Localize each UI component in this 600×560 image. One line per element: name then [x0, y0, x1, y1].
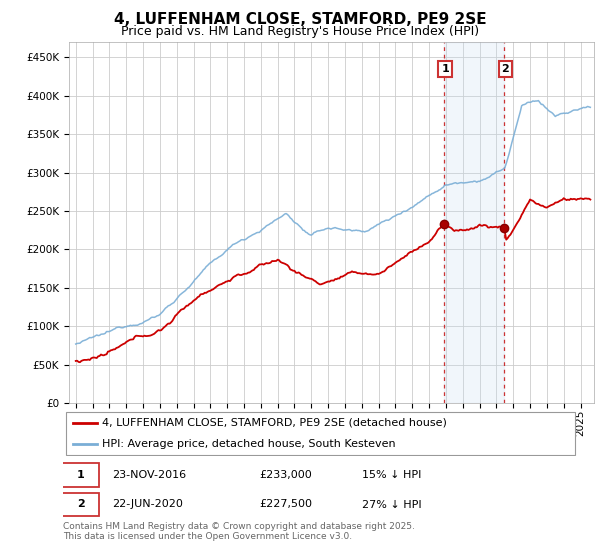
Text: 27% ↓ HPI: 27% ↓ HPI [362, 500, 422, 510]
Text: 23-NOV-2016: 23-NOV-2016 [112, 470, 186, 480]
Text: £233,000: £233,000 [259, 470, 312, 480]
Text: 2: 2 [501, 64, 509, 74]
FancyBboxPatch shape [65, 412, 575, 455]
Text: 4, LUFFENHAM CLOSE, STAMFORD, PE9 2SE: 4, LUFFENHAM CLOSE, STAMFORD, PE9 2SE [113, 12, 487, 27]
Text: HPI: Average price, detached house, South Kesteven: HPI: Average price, detached house, Sout… [101, 439, 395, 449]
Text: Contains HM Land Registry data © Crown copyright and database right 2025.
This d: Contains HM Land Registry data © Crown c… [63, 522, 415, 542]
Bar [444, 42, 505, 403]
Text: £227,500: £227,500 [259, 500, 312, 510]
Text: 2: 2 [77, 500, 85, 510]
FancyBboxPatch shape [62, 463, 99, 487]
Text: Price paid vs. HM Land Registry's House Price Index (HPI): Price paid vs. HM Land Registry's House … [121, 25, 479, 38]
Text: 22-JUN-2020: 22-JUN-2020 [112, 500, 183, 510]
Text: 4, LUFFENHAM CLOSE, STAMFORD, PE9 2SE (detached house): 4, LUFFENHAM CLOSE, STAMFORD, PE9 2SE (d… [101, 418, 446, 428]
FancyBboxPatch shape [62, 493, 99, 516]
Text: 1: 1 [441, 64, 449, 74]
Text: 15% ↓ HPI: 15% ↓ HPI [362, 470, 422, 480]
Text: 1: 1 [77, 470, 85, 480]
